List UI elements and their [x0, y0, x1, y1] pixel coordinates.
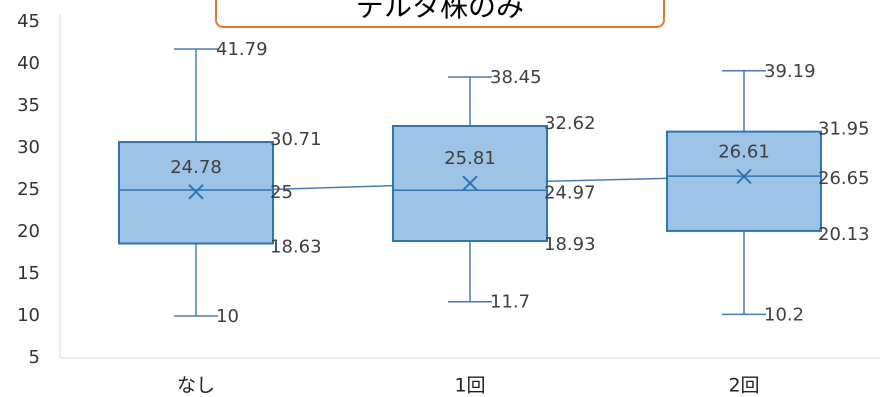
q1-label-0: 18.63: [270, 237, 322, 258]
median-label-2: 26.65: [818, 168, 870, 189]
max-label-1: 38.45: [490, 67, 542, 88]
y-tick-label-25: 25: [17, 179, 40, 200]
mean-label-1: 25.81: [444, 148, 496, 169]
y-tick-label-10: 10: [17, 305, 40, 326]
box-2: [666, 130, 822, 232]
q1-label-2: 20.13: [818, 224, 870, 245]
q1-label-1: 18.93: [544, 234, 596, 255]
mean-marker-b-0: [188, 184, 204, 200]
q3-label-1: 32.62: [544, 113, 596, 134]
mean-marker-b-1: [462, 175, 478, 191]
y-tick-label-35: 35: [17, 95, 40, 116]
y-tick-label-40: 40: [17, 53, 40, 74]
mean-label-0: 24.78: [170, 157, 222, 178]
chart-title: デルタ株のみ: [215, 0, 665, 28]
mean-label-2: 26.61: [718, 141, 770, 162]
y-tick-label-5: 5: [29, 347, 40, 368]
y-tick-label-30: 30: [17, 137, 40, 158]
q3-label-0: 30.71: [270, 129, 322, 150]
x-tick-label-1: 1回: [454, 375, 485, 397]
median-label-1: 24.97: [544, 182, 596, 203]
max-label-0: 41.79: [216, 39, 268, 60]
mean-marker-b-2: [736, 168, 752, 185]
q3-label-2: 31.95: [818, 119, 870, 140]
y-tick-label-15: 15: [17, 263, 40, 284]
x-tick-label-2: 2回: [728, 375, 759, 397]
min-label-2: 10.2: [764, 304, 804, 325]
min-label-0: 10: [216, 306, 239, 327]
min-label-1: 11.7: [490, 292, 530, 313]
x-tick-label-0: なし: [177, 375, 215, 397]
max-label-2: 39.19: [764, 61, 816, 82]
y-tick-label-45: 45: [17, 11, 40, 32]
median-label-0: 25: [270, 182, 293, 203]
y-tick-label-20: 20: [17, 221, 40, 242]
